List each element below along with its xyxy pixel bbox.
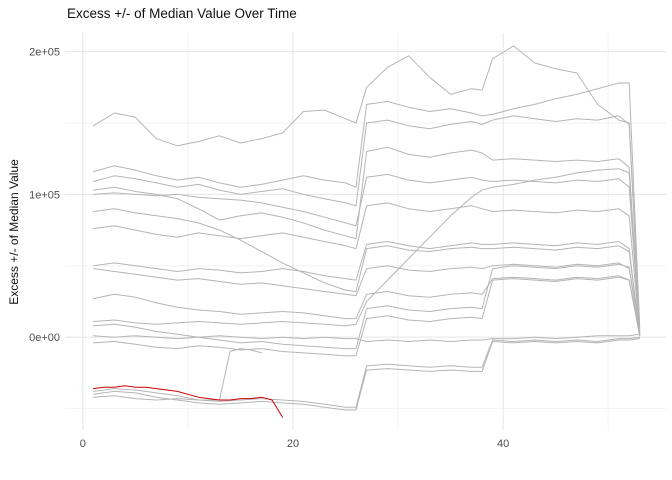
line-series-13 xyxy=(92,263,641,350)
y-tick-label: 1e+05 xyxy=(29,189,60,201)
chart-title: Excess +/- of Median Value Over Time xyxy=(67,6,297,21)
y-tick-label: 2e+05 xyxy=(29,47,60,59)
line-series-02 xyxy=(92,82,641,327)
y-tick-label: 0e+00 xyxy=(29,332,60,344)
x-tick-label: 0 xyxy=(80,438,86,450)
line-series-05 xyxy=(92,173,641,334)
line-series-14 xyxy=(92,276,641,357)
line-series-03 xyxy=(92,115,641,331)
line-series-09 xyxy=(92,262,641,337)
line-series-11 xyxy=(92,168,641,334)
y-axis-title: Excess +/- of Median Value xyxy=(7,159,21,305)
line-series-08 xyxy=(92,241,641,337)
line-series-18 xyxy=(92,338,641,411)
line-series-12 xyxy=(92,333,641,342)
line-series-highlight-red xyxy=(92,385,283,418)
line-series-10 xyxy=(92,275,641,337)
line-series-short xyxy=(92,348,262,401)
line-series-07 xyxy=(92,208,641,337)
line-series-06 xyxy=(92,202,641,335)
x-tick-label: 40 xyxy=(497,438,509,450)
x-tick-label: 20 xyxy=(287,438,299,450)
line-series-01 xyxy=(92,45,641,330)
line-series-17 xyxy=(92,336,641,408)
line-series-04 xyxy=(92,146,641,332)
